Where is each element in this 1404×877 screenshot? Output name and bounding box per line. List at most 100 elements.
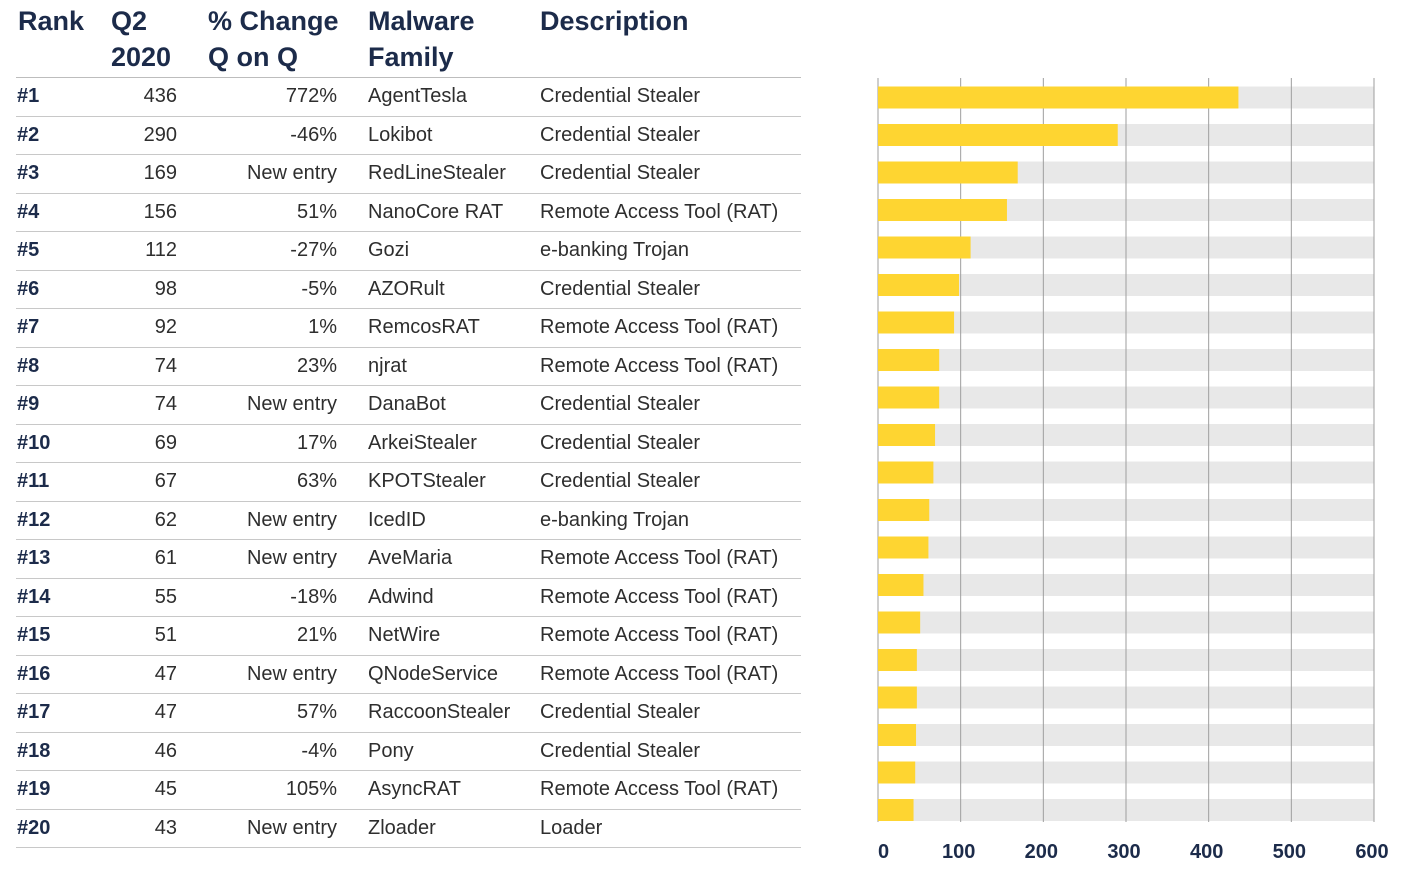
cell-q2: 46 [154, 739, 177, 762]
cell-family: RedLineStealer [368, 162, 506, 184]
bar-rank-15 [878, 611, 921, 634]
cell-description: Credential Stealer [540, 277, 701, 300]
bar-rank-10 [878, 424, 936, 446]
table-row: #6 98 -5% AZORult Credential Stealer [16, 271, 801, 309]
cell-description: Credential Stealer [540, 393, 701, 415]
table-row: #10 69 17% ArkeiStealer Credential Stealer [16, 425, 801, 463]
x-tick-label: 600 [1355, 841, 1388, 863]
cell-rank: #6 [17, 277, 40, 300]
cell-q2: 98 [154, 277, 177, 300]
bars [878, 86, 1239, 821]
cell-family: Zloader [368, 816, 436, 839]
table-row: #2 290 -46% Lokibot Credential Stealer [16, 117, 801, 155]
table-body: #1 436 772% AgentTesla Credential Stealer #2 2… [16, 78, 801, 848]
cell-q2: 74 [154, 393, 177, 415]
table-row: #12 62 New entry IcedID e-banking Trojan [16, 502, 801, 540]
bar-tracks [878, 86, 1374, 821]
bar-track [878, 611, 1374, 634]
cell-family: njrat [368, 354, 407, 377]
cell-q2: 61 [154, 547, 177, 569]
cell-description: Remote Access Tool (RAT) [540, 547, 779, 569]
bar-rank-6 [878, 274, 960, 296]
cell-change: 21% [296, 624, 337, 646]
cell-change: New entry [246, 393, 337, 415]
bar-rank-7 [878, 311, 955, 334]
header-rank: Rank [18, 6, 85, 36]
cell-family: AgentTesla [368, 85, 467, 107]
cell-change: 17% [296, 431, 337, 454]
bar-track [878, 761, 1374, 784]
cell-family: ArkeiStealer [368, 431, 477, 454]
table-row: #5 112 -27% Gozi e-banking Trojan [16, 232, 801, 271]
bar-rank-4 [878, 199, 1007, 221]
cell-family: AsyncRAT [368, 778, 461, 800]
table-row: #4 156 51% NanoCore RAT Remote Access Tool (… [16, 194, 801, 232]
bar-track [878, 461, 1374, 484]
cell-rank: #19 [17, 778, 51, 800]
table-row: #20 43 New entry Zloader Loader [16, 810, 801, 848]
gridlines [877, 78, 1375, 822]
cell-description: Remote Access Tool (RAT) [540, 354, 779, 377]
bar-rank-18 [878, 724, 917, 746]
cell-change: -27% [290, 239, 337, 261]
table-row: #1 436 772% AgentTesla Credential Stealer [16, 78, 801, 117]
cell-q2: 43 [154, 816, 177, 839]
table-row: #15 51 21% NetWire Remote Access Tool (RAT) [16, 617, 801, 656]
bar-rank-19 [878, 761, 916, 784]
bar-track [878, 499, 1374, 521]
cell-description: Remote Access Tool (RAT) [540, 200, 779, 223]
cell-family: DanaBot [368, 393, 446, 415]
bar-rank-12 [878, 499, 930, 521]
table-row: #3 169 New entry RedLineStealer Credential S… [16, 155, 801, 194]
cell-rank: #9 [17, 393, 40, 415]
bar-track [878, 274, 1374, 296]
cell-rank: #5 [17, 239, 40, 261]
cell-rank: #13 [17, 547, 51, 569]
bar-rank-13 [878, 536, 929, 559]
cell-description: Remote Access Tool (RAT) [540, 316, 779, 338]
cell-rank: #18 [17, 739, 51, 762]
cell-rank: #7 [17, 316, 40, 338]
cell-change: 57% [296, 701, 337, 723]
cell-rank: #3 [17, 162, 40, 184]
bar-track [878, 724, 1374, 746]
cell-q2: 51 [154, 624, 177, 646]
cell-q2: 47 [154, 662, 177, 685]
cell-description: Credential Stealer [540, 739, 701, 762]
cell-change: New entry [246, 662, 337, 685]
cell-q2: 156 [143, 200, 177, 223]
x-tick-label: 300 [1107, 841, 1140, 863]
cell-description: Credential Stealer [540, 470, 701, 492]
cell-description: Loader [540, 816, 603, 839]
bar-rank-2 [878, 124, 1118, 146]
cell-family: Lokibot [368, 123, 433, 146]
header-change: % Change Q on Q [208, 6, 339, 72]
x-tick-label: 400 [1190, 841, 1223, 863]
cell-description: Credential Stealer [540, 701, 701, 723]
table-row: #17 47 57% RaccoonStealer Credential Stealer [16, 694, 801, 733]
table-row: #19 45 105% AsyncRAT Remote Access Tool (RAT… [16, 771, 801, 810]
cell-q2: 45 [154, 778, 177, 800]
cell-change: -18% [290, 585, 337, 608]
cell-description: Credential Stealer [540, 123, 701, 146]
cell-rank: #8 [17, 354, 40, 377]
header-family: Malware Family [368, 6, 475, 72]
bar-track [878, 649, 1374, 671]
cell-change: 772% [285, 85, 337, 107]
table-row: #14 55 -18% Adwind Remote Access Tool (RAT) [16, 579, 801, 617]
cell-family: IcedID [368, 508, 426, 531]
cell-rank: #2 [17, 123, 40, 146]
bar-rank-11 [878, 461, 934, 484]
cell-q2: 67 [154, 470, 177, 492]
cell-description: Credential Stealer [540, 85, 701, 107]
bar-rank-1 [878, 86, 1239, 109]
cell-family: AZORult [368, 277, 445, 300]
cell-family: NanoCore RAT [368, 200, 504, 223]
cell-family: AveMaria [368, 547, 453, 569]
header-description: Description [540, 6, 689, 36]
cell-change: 51% [296, 200, 337, 223]
bar-track [878, 799, 1374, 821]
cell-family: KPOTStealer [368, 470, 486, 492]
x-tick-label: 100 [942, 841, 975, 863]
table-header: Rank Q2 2020 % Change Q on Q Malware Fam… [16, 0, 801, 78]
